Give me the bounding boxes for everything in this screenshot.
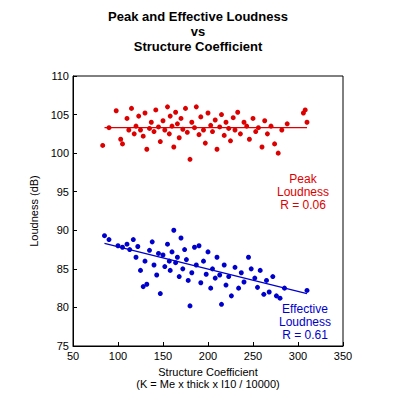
svg-text:Peak: Peak xyxy=(289,172,317,186)
svg-text:150: 150 xyxy=(154,350,172,362)
svg-text:90: 90 xyxy=(57,224,69,236)
svg-text:50: 50 xyxy=(67,350,79,362)
svg-text:200: 200 xyxy=(199,350,217,362)
svg-text:300: 300 xyxy=(289,350,307,362)
svg-text:75: 75 xyxy=(56,340,69,352)
svg-text:Loudness (dB): Loudness (dB) xyxy=(28,175,40,247)
svg-text:Peak and Effective Loudness: Peak and Effective Loudness xyxy=(108,9,288,24)
svg-text:95: 95 xyxy=(57,186,69,198)
svg-text:250: 250 xyxy=(244,350,262,362)
svg-text:Structure Coefficient: Structure Coefficient xyxy=(134,39,263,54)
svg-text:80: 80 xyxy=(57,301,69,313)
svg-text:100: 100 xyxy=(51,147,69,159)
svg-text:85: 85 xyxy=(57,263,69,275)
svg-text:R = 0.06: R = 0.06 xyxy=(280,198,326,212)
svg-text:R = 0.61: R = 0.61 xyxy=(282,328,328,342)
svg-text:vs: vs xyxy=(191,24,205,39)
svg-text:100: 100 xyxy=(109,350,127,362)
svg-text:Structure Coefficient: Structure Coefficient xyxy=(158,366,257,378)
svg-text:Loudness: Loudness xyxy=(279,315,331,329)
svg-text:Loudness: Loudness xyxy=(277,185,329,199)
svg-text:105: 105 xyxy=(51,109,69,121)
svg-text:(K = Me x thick x I10 / 10000): (K = Me x thick x I10 / 10000) xyxy=(136,378,279,390)
svg-text:350: 350 xyxy=(334,350,352,362)
svg-text:110: 110 xyxy=(51,70,69,82)
svg-text:Effective: Effective xyxy=(282,302,328,316)
